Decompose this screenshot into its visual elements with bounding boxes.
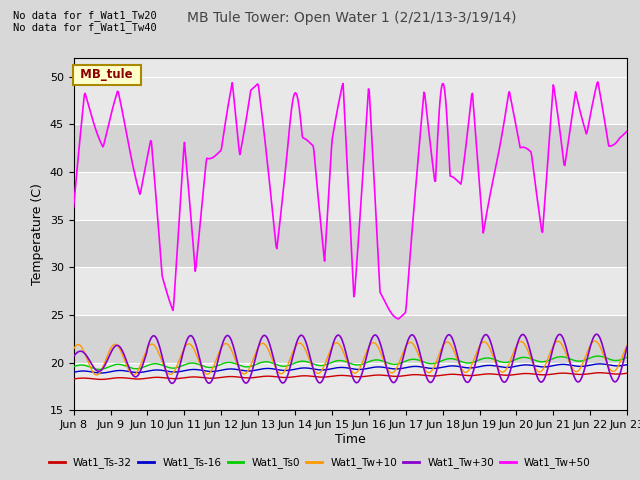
Text: MB Tule Tower: Open Water 1 (2/21/13-3/19/14): MB Tule Tower: Open Water 1 (2/21/13-3/1… xyxy=(188,11,516,24)
Bar xyxy=(74,124,627,172)
Bar xyxy=(74,315,627,363)
Y-axis label: Temperature (C): Temperature (C) xyxy=(31,183,44,285)
Text: No data for f_Wat1_Tw20: No data for f_Wat1_Tw20 xyxy=(13,11,157,22)
Text: No data for f_Wat1_Tw40: No data for f_Wat1_Tw40 xyxy=(13,22,157,33)
Legend: Wat1_Ts-32, Wat1_Ts-16, Wat1_Ts0, Wat1_Tw+10, Wat1_Tw+30, Wat1_Tw+50: Wat1_Ts-32, Wat1_Ts-16, Wat1_Ts0, Wat1_T… xyxy=(45,453,595,472)
Bar xyxy=(74,220,627,267)
X-axis label: Time: Time xyxy=(335,433,366,446)
Text: MB_tule: MB_tule xyxy=(76,68,137,81)
